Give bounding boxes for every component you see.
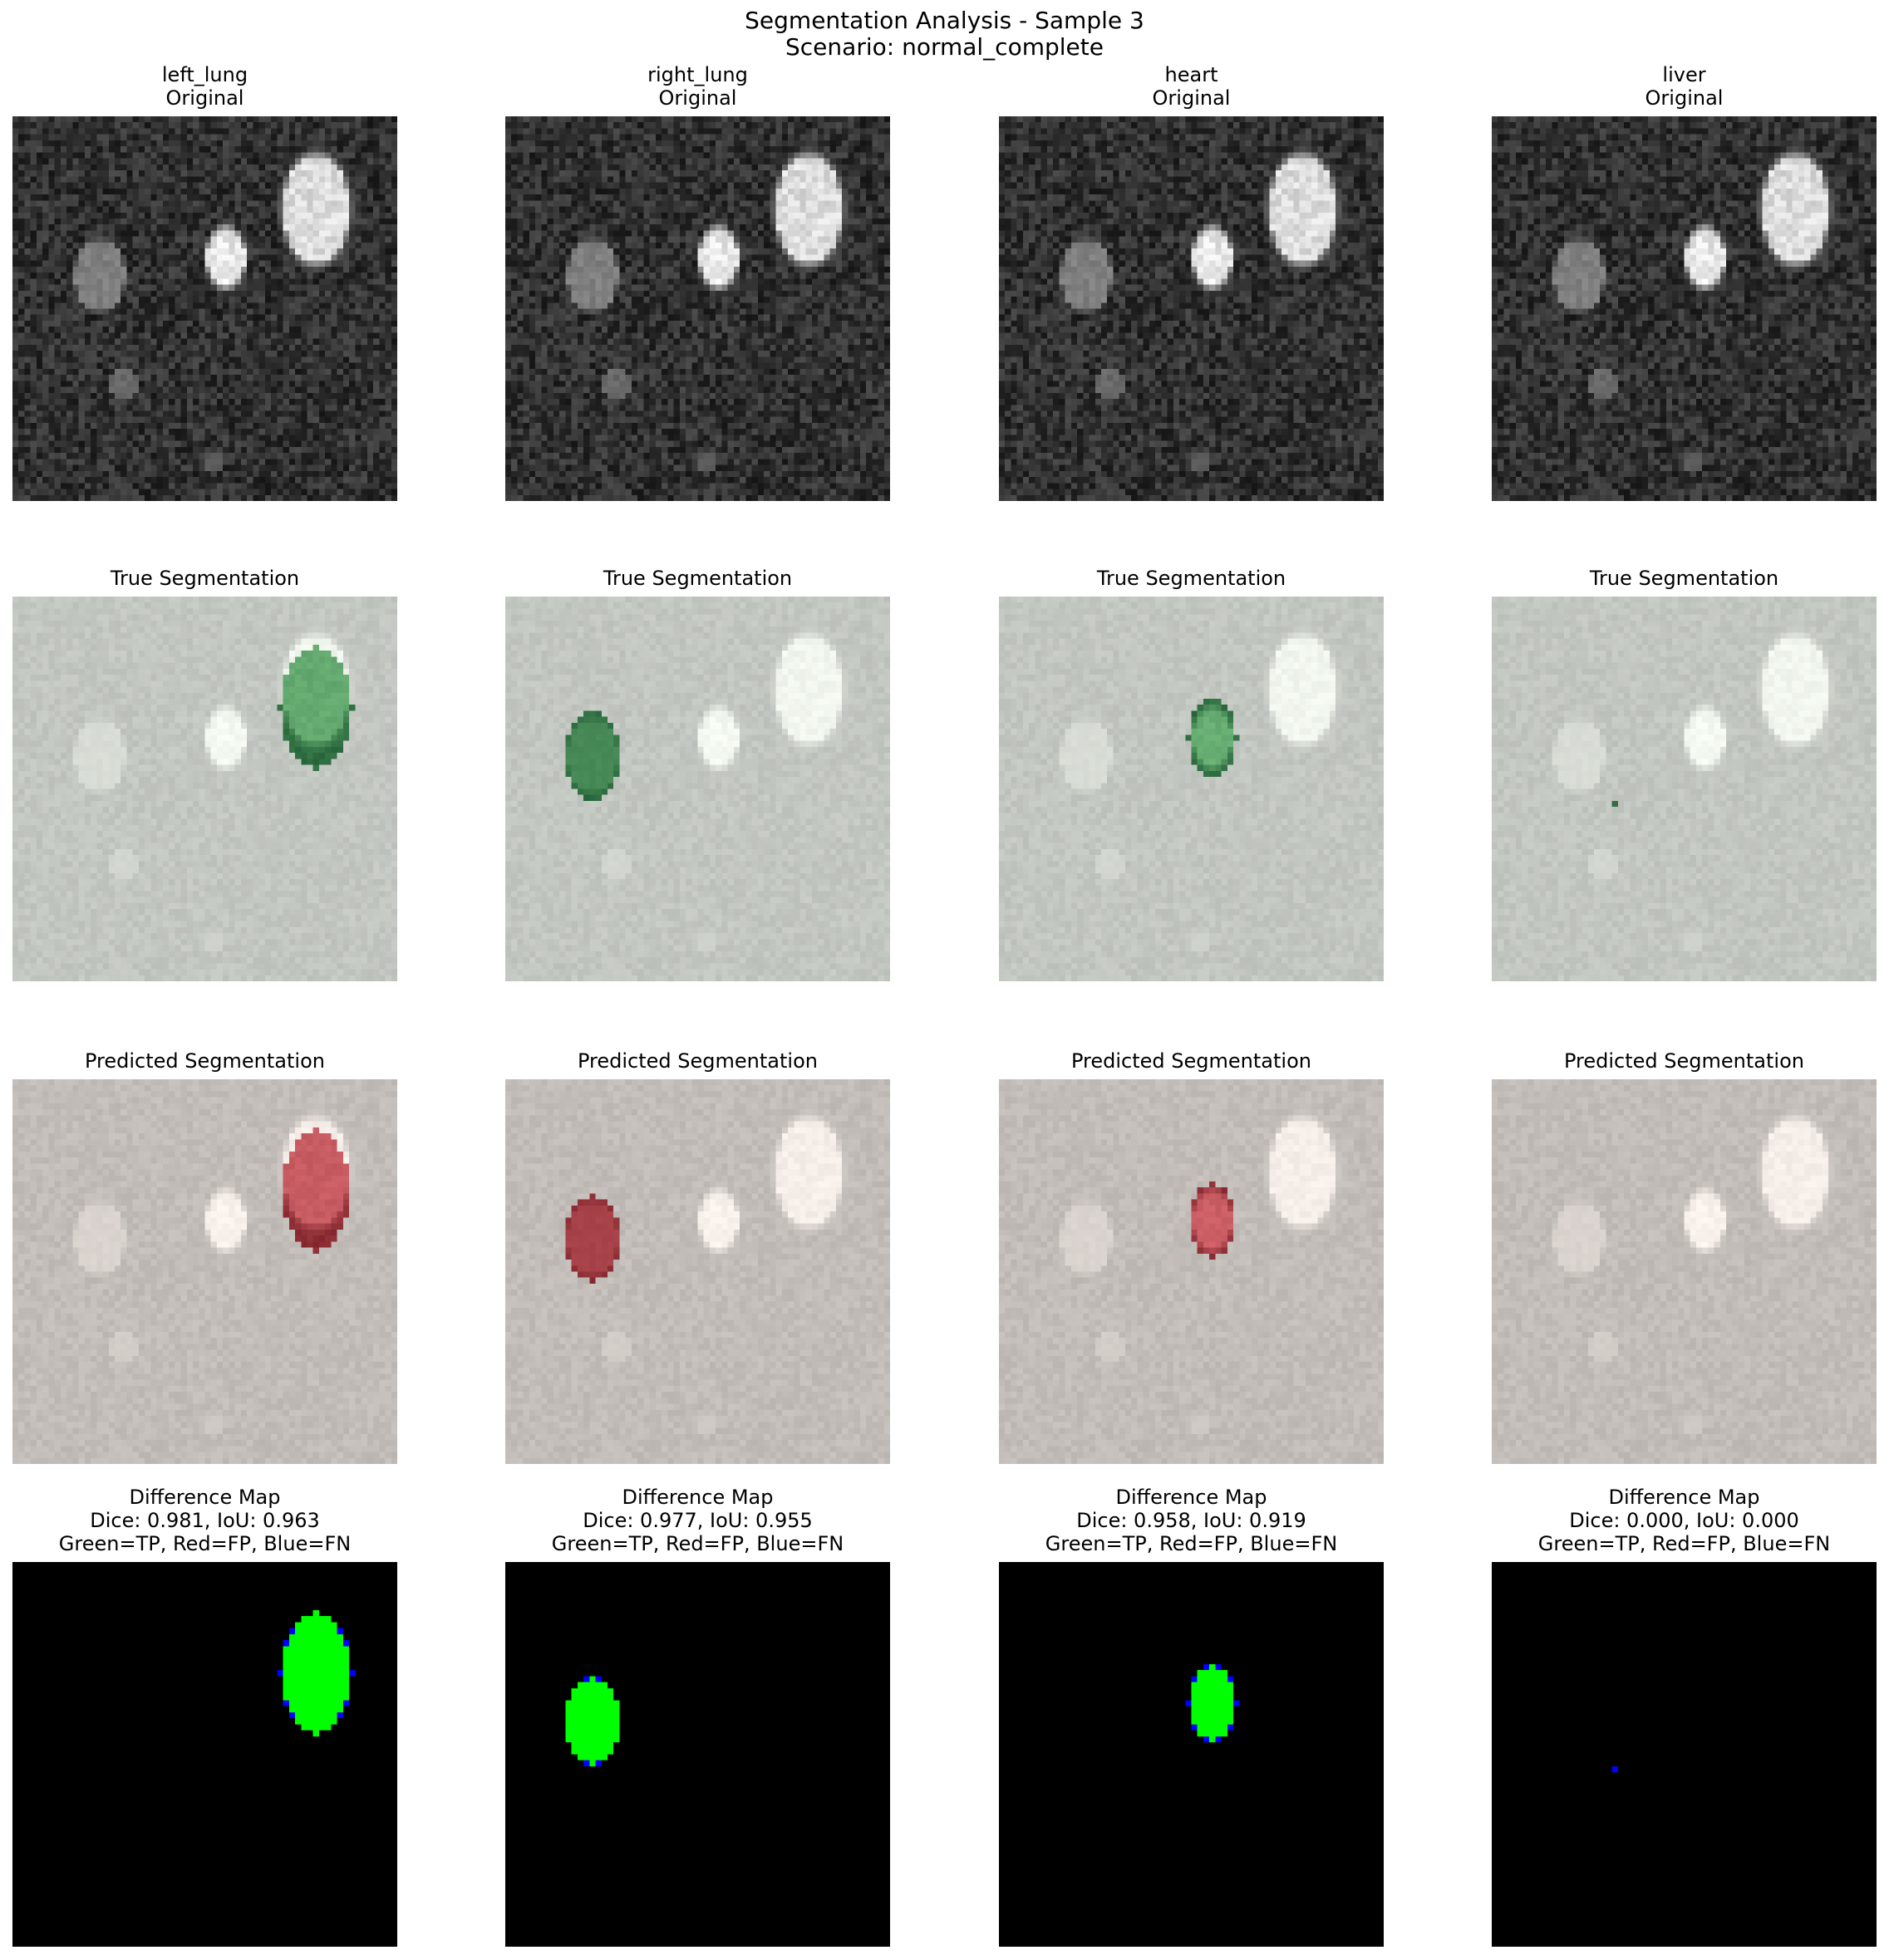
true-seg-title-right_lung-line-1: True Segmentation [449,567,947,590]
original-title-left_lung-line-1: left_lung [0,63,455,86]
diff-title-left_lung-line-2: Dice: 0.981, IoU: 0.963 [0,1509,455,1532]
true-seg-image-liver [1492,597,1877,981]
diff-title-right_lung-line-1: Difference Map [449,1486,947,1509]
diff-title-right_lung-line-3: Green=TP, Red=FP, Blue=FN [449,1532,947,1555]
pred-seg-title-right_lung-line-1: Predicted Segmentation [449,1049,947,1073]
diff-title-left_lung-line-3: Green=TP, Red=FP, Blue=FN [0,1532,455,1555]
original-image-left_lung [12,116,397,501]
original-title-right_lung-line-1: right_lung [449,63,947,86]
diff-title-left_lung-line-1: Difference Map [0,1486,455,1509]
original-title-right_lung-line-2: Original [449,86,947,110]
diff-title-liver-line-3: Green=TP, Red=FP, Blue=FN [1435,1532,1889,1555]
pred-seg-image-right_lung [505,1079,890,1464]
pred-seg-image-left_lung [12,1079,397,1464]
diff-title-liver-line-2: Dice: 0.000, IoU: 0.000 [1435,1509,1889,1532]
original-title-heart-line-1: heart [942,63,1441,86]
pred-seg-title-left_lung-line-1: Predicted Segmentation [0,1049,455,1073]
diff-title-heart-line-3: Green=TP, Red=FP, Blue=FN [942,1532,1441,1555]
true-seg-title-liver-line-1: True Segmentation [1435,567,1889,590]
diff-title-heart-line-2: Dice: 0.958, IoU: 0.919 [942,1509,1441,1532]
true-seg-title-left_lung-line-1: True Segmentation [0,567,455,590]
diff-map-left_lung [12,1562,397,1947]
original-title-liver-line-1: liver [1435,63,1889,86]
diff-title-heart-line-1: Difference Map [942,1486,1441,1509]
pred-seg-title-heart-line-1: Predicted Segmentation [942,1049,1441,1073]
original-title-left_lung-line-2: Original [0,86,455,110]
figure-subtitle: Scenario: normal_complete [0,35,1889,60]
true-seg-image-right_lung [505,597,890,981]
diff-map-heart [999,1562,1384,1947]
diff-map-liver [1492,1562,1877,1947]
original-image-right_lung [505,116,890,501]
original-title-liver-line-2: Original [1435,86,1889,110]
true-seg-title-heart-line-1: True Segmentation [942,567,1441,590]
pred-seg-image-heart [999,1079,1384,1464]
diff-map-right_lung [505,1562,890,1947]
diff-title-liver-line-1: Difference Map [1435,1486,1889,1509]
original-title-heart-line-2: Original [942,86,1441,110]
figure-title: Segmentation Analysis - Sample 3 [0,8,1889,33]
pred-seg-title-liver-line-1: Predicted Segmentation [1435,1049,1889,1073]
pred-seg-image-liver [1492,1079,1877,1464]
diff-title-right_lung-line-2: Dice: 0.977, IoU: 0.955 [449,1509,947,1532]
true-seg-image-left_lung [12,597,397,981]
original-image-liver [1492,116,1877,501]
original-image-heart [999,116,1384,501]
true-seg-image-heart [999,597,1384,981]
